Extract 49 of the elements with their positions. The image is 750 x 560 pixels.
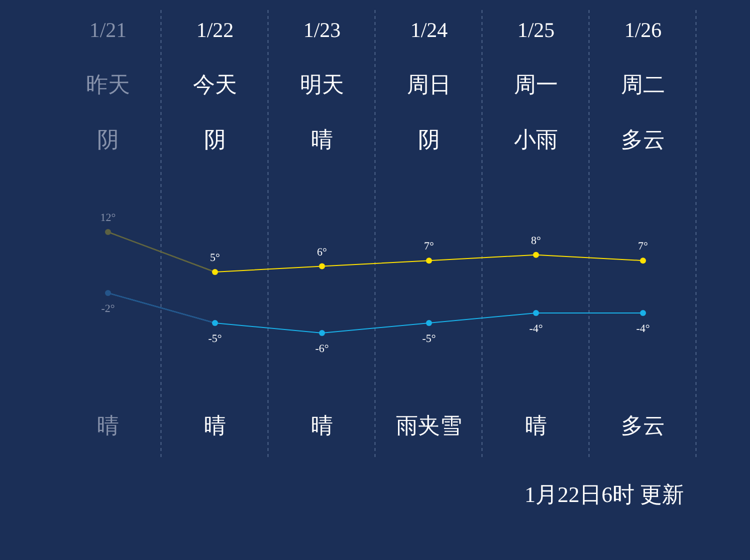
text: 晴 (311, 413, 333, 438)
text: 明天 (300, 72, 344, 97)
data-label: -2° (101, 303, 115, 315)
text: 今天 (193, 72, 237, 97)
point (319, 330, 325, 336)
x-tick-label: 1/22 (196, 18, 234, 42)
text: 雨夹雪 (396, 413, 462, 438)
x-tick-label: 1/25 (517, 18, 555, 42)
point (426, 320, 432, 326)
text: 周日 (407, 72, 451, 97)
point (212, 269, 218, 275)
text: 昨天 (86, 72, 130, 97)
point (533, 252, 539, 258)
text: 1月22日6时 更新 (524, 482, 684, 507)
x-tick-label: 1/24 (410, 18, 448, 42)
x-tick-label: 1/26 (624, 18, 662, 42)
text: 阴 (204, 127, 226, 152)
text: 晴 (525, 413, 547, 438)
text: 阴 (97, 127, 119, 152)
text: 阴 (418, 127, 440, 152)
text: 周二 (621, 72, 665, 97)
data-label: 7° (424, 240, 434, 253)
text: 多云 (621, 127, 665, 152)
text: 晴 (204, 413, 226, 438)
data-label: 6° (317, 246, 327, 258)
point (105, 229, 111, 235)
point (426, 258, 432, 264)
text: 周一 (514, 72, 558, 97)
data-label: 5° (210, 252, 220, 264)
point (212, 320, 218, 326)
text: 晴 (97, 413, 119, 438)
data-label: -4° (529, 323, 543, 335)
data-label: -5° (208, 333, 222, 345)
data-label: 8° (531, 234, 541, 247)
data-label: 12° (100, 212, 116, 224)
data-label: -4° (636, 323, 650, 335)
point (319, 263, 325, 270)
data-label: -5° (422, 333, 436, 345)
text: 小雨 (514, 127, 558, 152)
text: 晴 (311, 127, 333, 152)
point (640, 310, 646, 316)
point (105, 290, 111, 296)
x-tick-label: 1/21 (89, 18, 127, 42)
text: 多云 (621, 413, 665, 438)
data-label: 7° (638, 240, 648, 253)
point (533, 310, 539, 316)
data-label: -6° (315, 343, 329, 355)
point (640, 258, 646, 264)
x-tick-label: 1/23 (303, 18, 341, 42)
